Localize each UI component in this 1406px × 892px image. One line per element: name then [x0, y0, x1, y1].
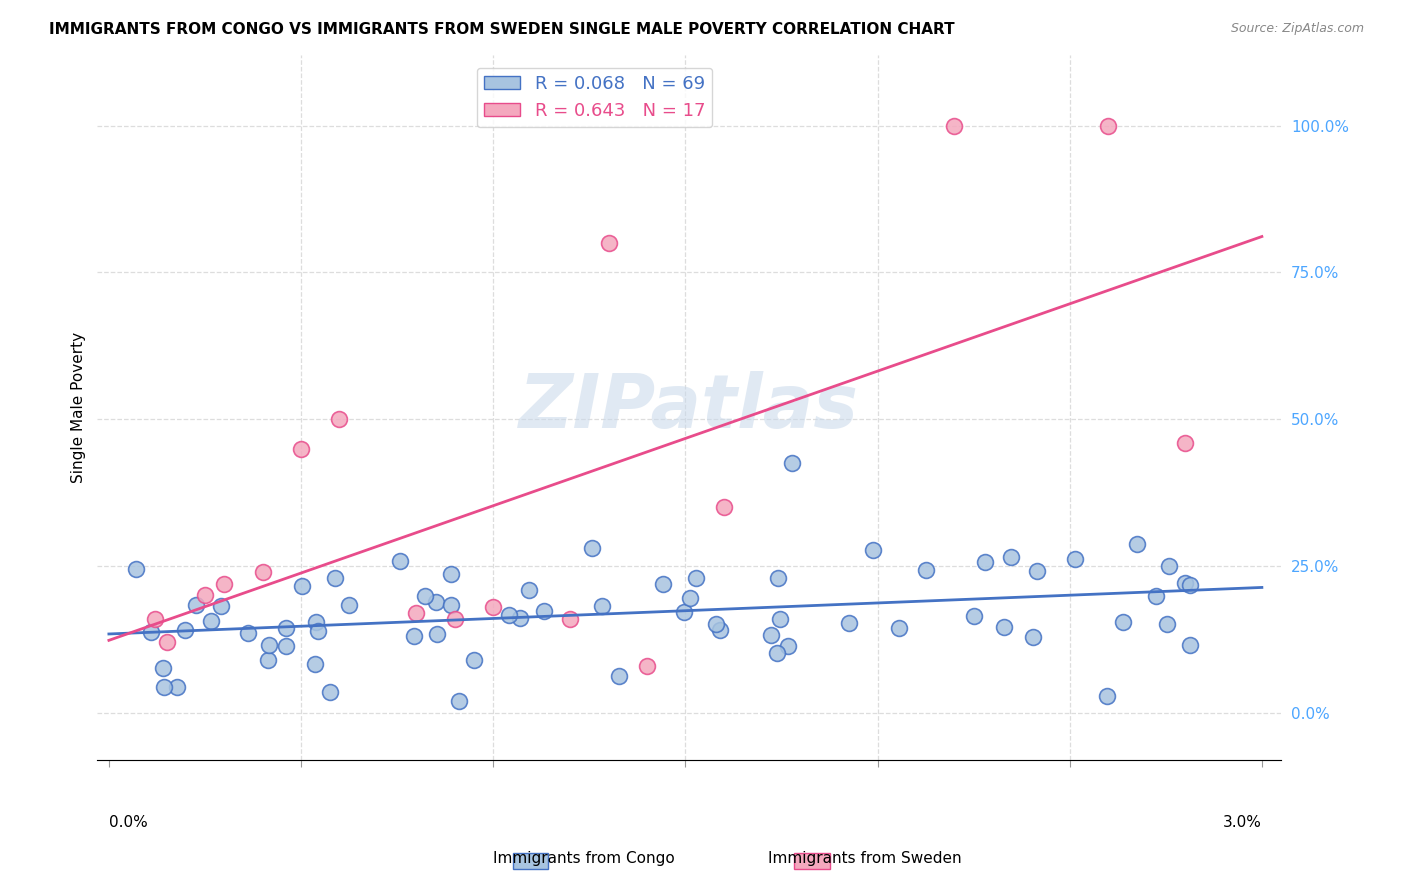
Point [305, 615, 328, 629]
Text: ZIPatlas: ZIPatlas [519, 371, 859, 444]
Point [914, 563, 936, 577]
Point [274, 621, 297, 635]
Point [337, 598, 360, 612]
Point [200, 614, 222, 628]
Point [307, 624, 329, 639]
Point [1000, 549, 1022, 564]
Text: Source: ZipAtlas.com: Source: ZipAtlas.com [1230, 22, 1364, 36]
Point [943, 119, 966, 133]
Point [290, 442, 312, 456]
Point [1026, 564, 1049, 578]
Point [1174, 435, 1197, 450]
Point [443, 612, 465, 626]
Point [782, 456, 804, 470]
Point [776, 639, 799, 653]
Point [509, 611, 531, 625]
Point [413, 589, 436, 603]
Y-axis label: Single Male Poverty: Single Male Poverty [72, 332, 86, 483]
Point [1156, 617, 1178, 632]
Point [963, 608, 986, 623]
Point [993, 619, 1015, 633]
Point [256, 653, 278, 667]
Point [1125, 537, 1147, 551]
Point [533, 603, 555, 617]
Point [1022, 630, 1045, 644]
Point [184, 599, 207, 613]
Point [1174, 576, 1197, 591]
Point [769, 612, 792, 626]
Point [328, 412, 350, 426]
Point [709, 623, 731, 637]
Point [636, 658, 658, 673]
Point [591, 599, 613, 614]
Point [166, 680, 188, 694]
Point [679, 591, 702, 605]
Point [973, 556, 995, 570]
Point [323, 572, 346, 586]
Point [139, 625, 162, 640]
Point [704, 616, 727, 631]
Text: 0.0%: 0.0% [108, 814, 148, 830]
Point [174, 623, 197, 637]
Text: 3.0%: 3.0% [1223, 814, 1261, 830]
Point [1178, 578, 1201, 592]
Point [1112, 615, 1135, 630]
Point [463, 653, 485, 667]
Text: Immigrants from Sweden: Immigrants from Sweden [768, 852, 962, 866]
Point [209, 599, 232, 614]
Point [304, 657, 326, 672]
Point [651, 576, 673, 591]
Point [124, 562, 146, 576]
Text: Immigrants from Congo: Immigrants from Congo [492, 852, 675, 866]
Point [517, 582, 540, 597]
Point [1178, 638, 1201, 652]
Point [1095, 689, 1118, 703]
Point [194, 588, 217, 602]
Point [498, 608, 520, 623]
Point [252, 565, 274, 579]
Point [291, 579, 314, 593]
Point [713, 500, 735, 515]
Point [238, 626, 260, 640]
Point [838, 616, 860, 631]
Point [598, 235, 620, 250]
Point [1097, 119, 1119, 133]
Point [482, 600, 505, 615]
Point [405, 606, 427, 620]
Point [404, 629, 426, 643]
Point [1157, 559, 1180, 574]
Point [889, 621, 911, 635]
Point [440, 598, 463, 612]
Point [274, 640, 297, 654]
Point [759, 628, 782, 642]
Point [153, 680, 176, 694]
Point [389, 554, 412, 568]
Point [447, 694, 470, 708]
Point [862, 542, 884, 557]
Point [558, 612, 581, 626]
Point [426, 627, 449, 641]
Point [425, 595, 447, 609]
Point [152, 661, 174, 675]
Point [319, 685, 342, 699]
Legend: R = 0.068   N = 69, R = 0.643   N = 17: R = 0.068 N = 69, R = 0.643 N = 17 [477, 68, 713, 128]
Point [685, 571, 707, 585]
Point [212, 576, 235, 591]
Point [143, 612, 166, 626]
Point [440, 566, 463, 581]
Point [672, 605, 695, 619]
Point [155, 635, 177, 649]
Point [766, 571, 789, 585]
Point [1063, 551, 1085, 566]
Point [766, 646, 789, 660]
Point [1144, 589, 1167, 603]
Text: IMMIGRANTS FROM CONGO VS IMMIGRANTS FROM SWEDEN SINGLE MALE POVERTY CORRELATION : IMMIGRANTS FROM CONGO VS IMMIGRANTS FROM… [49, 22, 955, 37]
Point [581, 541, 603, 556]
Point [259, 638, 281, 652]
Point [607, 669, 630, 683]
